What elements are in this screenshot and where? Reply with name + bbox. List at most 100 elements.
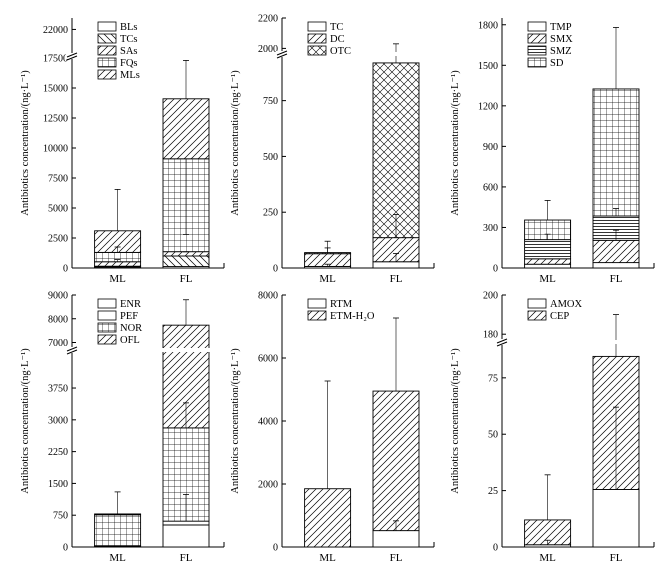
legend-swatch bbox=[527, 310, 547, 321]
legend-swatch bbox=[527, 298, 547, 309]
axis-break-mark bbox=[276, 50, 288, 56]
y-tick-label: 1200 bbox=[478, 101, 498, 112]
bar-segment bbox=[94, 514, 142, 547]
y-tick-label: 2000 bbox=[258, 480, 278, 491]
y-tick-label: 3000 bbox=[48, 415, 68, 426]
axis-break-mark bbox=[276, 53, 288, 59]
y-tick-label: 75 bbox=[488, 373, 498, 384]
bar-segment bbox=[162, 98, 210, 160]
y-tick-label: 250 bbox=[263, 208, 278, 219]
y-tick-label: 0 bbox=[273, 264, 278, 275]
bar-segment bbox=[524, 258, 572, 265]
axis-break-mark bbox=[496, 341, 508, 347]
y-tick-label: 8000 bbox=[258, 291, 278, 302]
bar-break-gap bbox=[592, 340, 640, 344]
axis-break-mark bbox=[66, 346, 78, 352]
axis-break-mark bbox=[66, 52, 78, 58]
chart-panel-1: 0 2500 5000 7500 10000 12500 15000 17500 22000 An… bbox=[20, 18, 225, 285]
y-tick-label: 4000 bbox=[258, 417, 278, 428]
x-category-label: FL bbox=[180, 273, 193, 285]
legend-label: SAs bbox=[120, 46, 138, 57]
chart-panel-6: 0 25 50 75 180 200 Antibiotics concentration/(… bbox=[450, 291, 655, 564]
y-tick-label: 50 bbox=[488, 430, 498, 441]
x-category-label: ML bbox=[109, 552, 126, 564]
y-tick-label: 25 bbox=[488, 486, 498, 497]
x-category-label: ML bbox=[539, 273, 556, 285]
x-category-label: ML bbox=[319, 552, 336, 564]
chart-panel-5: 0 2000 4000 6000 8000 Antibiotics concentrati… bbox=[230, 291, 435, 564]
chart-panel-2: 0 250 500 750 2000 2200 Antibiotics concentrat… bbox=[230, 14, 435, 285]
legend-label: CEP bbox=[550, 311, 569, 322]
bar-segment bbox=[524, 263, 572, 269]
y-tick-label: 0 bbox=[493, 543, 498, 554]
legend-label: SD bbox=[550, 58, 564, 69]
legend-label: ETM-H₂O bbox=[330, 311, 375, 322]
y-tick-label: 0 bbox=[493, 264, 498, 275]
legend-label: OTC bbox=[330, 46, 351, 57]
y-tick-label: 17500 bbox=[43, 54, 68, 65]
axis-break-mark bbox=[66, 55, 78, 61]
y-tick-label: 0 bbox=[63, 264, 68, 275]
legend-label: TCs bbox=[120, 34, 138, 45]
y-axis-label: Antibiotics concentration/(ng·L⁻¹) bbox=[450, 70, 461, 216]
x-category-label: ML bbox=[539, 552, 556, 564]
y-tick-label: 2000 bbox=[258, 44, 278, 55]
axis-break-mark bbox=[66, 349, 78, 355]
y-tick-label: 750 bbox=[263, 96, 278, 107]
x-category-label: FL bbox=[610, 273, 623, 285]
legend-label: ENR bbox=[120, 299, 141, 310]
legend-swatch bbox=[97, 57, 117, 68]
legend-swatch bbox=[97, 45, 117, 56]
y-tick-label: 1800 bbox=[478, 20, 498, 31]
bar-segment bbox=[94, 261, 142, 267]
y-axis-label: Antibiotics concentration/(ng·L⁻¹) bbox=[230, 348, 241, 494]
legend-label: DC bbox=[330, 34, 345, 45]
legend-swatch bbox=[527, 57, 547, 68]
bar-break-gap bbox=[162, 348, 210, 352]
bar-segment bbox=[162, 251, 210, 257]
bar-segment bbox=[592, 88, 640, 217]
legend-swatch bbox=[97, 322, 117, 333]
legend-swatch bbox=[307, 298, 327, 309]
y-axis-label: Antibiotics concentration/(ng·L⁻¹) bbox=[20, 348, 31, 494]
legend-label: NOR bbox=[120, 323, 142, 334]
legend-label: SMZ bbox=[550, 46, 572, 57]
legend-label: OFL bbox=[120, 335, 140, 346]
bar-break-gap bbox=[162, 54, 210, 58]
legend-label: FQs bbox=[120, 58, 138, 69]
axis-break-gap bbox=[66, 53, 78, 59]
x-category-label: ML bbox=[109, 273, 126, 285]
axis-break-mark bbox=[496, 338, 508, 344]
y-tick-label: 0 bbox=[273, 543, 278, 554]
legend-label: RTM bbox=[330, 299, 353, 310]
bar-segment bbox=[372, 530, 420, 548]
bar-segment bbox=[162, 520, 210, 526]
y-tick-label: 12500 bbox=[43, 114, 68, 125]
x-category-label: FL bbox=[180, 552, 193, 564]
y-axis-label: Antibiotics concentration/(ng·L⁻¹) bbox=[230, 70, 241, 216]
y-tick-label: 2250 bbox=[48, 447, 68, 458]
y-tick-label: 5000 bbox=[48, 204, 68, 215]
y-tick-label: 300 bbox=[483, 223, 498, 234]
y-tick-label: 15000 bbox=[43, 84, 68, 95]
bar-break-gap bbox=[372, 52, 420, 56]
x-category-label: FL bbox=[390, 273, 403, 285]
axis-break-gap bbox=[496, 339, 508, 345]
bar-segment bbox=[592, 239, 640, 264]
bar-segment bbox=[524, 239, 572, 260]
chart-panel-4: 0 750 1500 2250 3000 3750 7000 8000 9000 Antibiot… bbox=[20, 291, 225, 564]
y-tick-label: 3750 bbox=[48, 384, 68, 395]
y-tick-label: 600 bbox=[483, 182, 498, 193]
legend-swatch bbox=[527, 33, 547, 44]
y-tick-label: 7500 bbox=[48, 174, 68, 185]
legend-swatch bbox=[307, 33, 327, 44]
y-tick-label: 10000 bbox=[43, 144, 68, 155]
axis-break-gap bbox=[276, 51, 288, 57]
y-tick-label: 1500 bbox=[478, 61, 498, 72]
legend-label: AMOX bbox=[550, 299, 583, 310]
y-tick-label: 180 bbox=[483, 330, 498, 341]
bar-segment bbox=[372, 390, 420, 532]
legend-swatch bbox=[97, 310, 117, 321]
y-tick-label: 8000 bbox=[48, 314, 68, 325]
